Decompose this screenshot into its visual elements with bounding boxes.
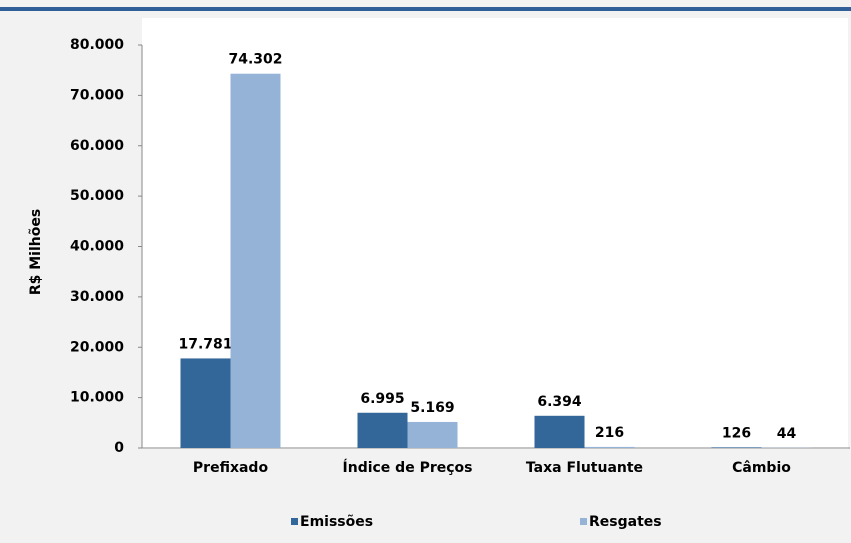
value-label: 216 [595, 425, 624, 441]
y-tick-label: 70.000 [70, 87, 124, 103]
bar [180, 358, 231, 448]
y-tick-label: 60.000 [70, 138, 124, 154]
y-tick-label: 50.000 [70, 188, 124, 204]
value-label: 5.169 [410, 400, 454, 416]
value-label: 44 [777, 426, 797, 442]
legend-label: Emissões [300, 514, 373, 530]
y-tick-label: 80.000 [70, 37, 124, 53]
y-tick-label: 0 [114, 440, 124, 456]
x-tick-label: Taxa Flutuante [526, 460, 643, 476]
legend-swatch [580, 518, 587, 525]
y-tick-label: 20.000 [70, 339, 124, 355]
y-tick-label: 30.000 [70, 289, 124, 305]
y-axis-label: R$ Milhões [28, 209, 44, 295]
value-label: 74.302 [228, 52, 282, 68]
x-tick-label: Índice de Preços [343, 459, 473, 476]
legend-swatch [291, 518, 298, 525]
legend-label: Resgates [589, 514, 662, 530]
y-tick-label: 10.000 [70, 390, 124, 406]
x-tick-label: Câmbio [732, 460, 791, 476]
bar [584, 446, 635, 448]
bar [711, 447, 762, 448]
x-tick-label: Prefixado [193, 460, 269, 476]
bar [230, 73, 281, 448]
bar [534, 415, 585, 448]
value-label: 6.394 [537, 394, 582, 410]
top-rule [0, 7, 851, 11]
value-label: 17.781 [178, 336, 232, 352]
bar [357, 412, 408, 448]
y-tick-label: 40.000 [70, 239, 124, 255]
bar [407, 421, 458, 448]
value-label: 126 [722, 425, 751, 441]
value-label: 6.995 [360, 391, 404, 407]
